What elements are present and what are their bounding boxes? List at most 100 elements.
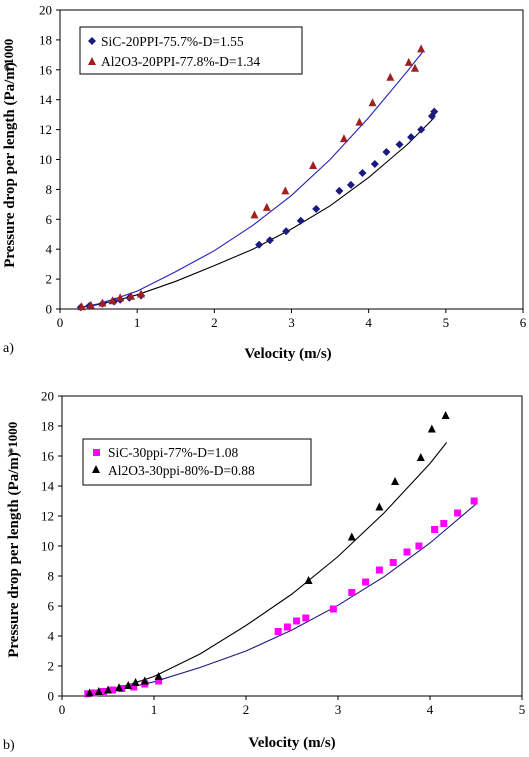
x-tick-label: 3 [335,702,342,717]
data-point-square [155,677,163,685]
data-point-triangle [417,44,426,53]
data-point-square [403,548,411,556]
data-point-triangle [131,678,140,686]
data-point-triangle [115,683,124,692]
data-point-square [454,509,462,517]
x-tick-label: 1 [151,702,158,717]
y-tick-label: 6 [48,599,55,614]
data-point-triangle [375,502,384,511]
data-point-triangle [262,202,271,211]
y-axis-multiplier-a: *1000 [1,39,16,72]
data-point-square [283,623,291,631]
data-point-square [90,689,98,697]
x-axis-label-a: Velocity (m/s) [244,346,331,362]
data-point-triangle [391,477,400,485]
y-tick-label: 18 [39,32,52,47]
data-point-square [362,578,370,586]
data-point-diamond [335,186,344,195]
data-point-diamond [430,107,439,116]
data-point-triangle [339,134,348,143]
data-point-triangle [368,98,377,107]
fit-line-a-1 [79,51,424,309]
x-tick-label: 6 [520,315,527,330]
data-point-triangle [140,676,149,685]
y-axis-label-b: Pressure drop per length (Pa/m) [6,452,22,658]
y-tick-label: 0 [48,689,55,704]
x-axis-label-b: Velocity (m/s) [248,735,335,751]
data-point-square [375,566,383,574]
y-tick-label: 16 [41,449,55,464]
legend-marker-square [93,449,100,456]
data-point-diamond [395,140,404,149]
data-point-square [293,617,301,625]
y-tick-label: 20 [41,389,54,404]
data-point-triangle [94,687,103,695]
y-tick-label: 10 [41,539,54,554]
legend-a: SiC-20PPI-75.7%-D=1.55 Al2O3-20PPI-77.8%… [79,26,303,75]
data-point-triangle [98,298,107,307]
legend-label-a-1: Al2O3-20PPI-77.8%-D=1.34 [101,54,260,69]
data-point-square [130,683,138,691]
legend-marker-triangle-b [92,465,100,473]
panel-label-b: b) [3,738,15,753]
data-point-square [274,628,282,635]
x-tick-label: 5 [519,702,526,717]
data-point-diamond [370,159,379,168]
y-tick-label: 8 [46,182,53,197]
data-point-square [329,605,337,613]
data-point-triangle [126,291,135,300]
y-tick-label: 16 [39,62,53,77]
data-point-diamond [358,168,367,177]
data-point-square [302,614,310,622]
data-point-triangle [427,424,436,433]
x-tick-label: 1 [134,315,141,330]
legend-box-a [79,26,303,75]
legend-marker-diamond [88,37,96,45]
data-point-triangle [309,160,318,169]
y-tick-label: 4 [46,242,53,257]
data-point-triangle [347,532,356,541]
y-tick-label: 18 [41,419,54,434]
legend-label-a-0: SiC-20PPI-75.7%-D=1.55 [101,34,244,49]
x-tick-label: 0 [59,702,66,717]
data-point-square [470,497,478,505]
data-point-square [118,685,126,692]
data-point-triangle [281,186,290,195]
data-point-diamond [265,236,274,245]
y-axis-multiplier-b: *1000 [5,422,20,455]
data-point-triangle [116,293,125,302]
x-tick-label: 0 [57,315,64,330]
y-tick-label: 10 [39,152,52,167]
data-point-triangle [304,576,313,584]
data-points-a [76,44,439,312]
data-point-square [431,526,439,533]
y-tick-label: 12 [41,509,54,524]
data-point-triangle [104,685,112,694]
y-tick-label: 8 [48,569,55,584]
y-tick-label: 14 [39,92,53,107]
x-tick-label: 4 [365,315,372,330]
data-point-triangle [85,688,94,697]
data-point-square [389,559,397,566]
data-point-square [440,520,448,527]
x-tick-label: 2 [211,315,218,330]
data-point-square [109,686,117,694]
data-point-diamond [407,133,416,142]
legend-label-b-0: SiC-30ppi-77%-D=1.08 [108,445,238,460]
y-tick-label: 14 [41,479,55,494]
legend-box-b [82,438,312,486]
data-point-diamond [296,216,305,225]
fit-line-b-0 [84,503,477,695]
data-point-diamond [382,148,391,157]
y-tick-label: 4 [48,629,55,644]
legend-b: SiC-30ppi-77%-D=1.08 Al2O3-30ppi-80%-D=0… [82,438,312,486]
data-point-diamond [255,240,264,249]
y-tick-label: 6 [46,212,53,227]
y-tick-label: 12 [39,122,52,137]
data-point-triangle [410,63,419,72]
data-point-triangle [124,681,133,689]
data-point-triangle [404,57,413,66]
